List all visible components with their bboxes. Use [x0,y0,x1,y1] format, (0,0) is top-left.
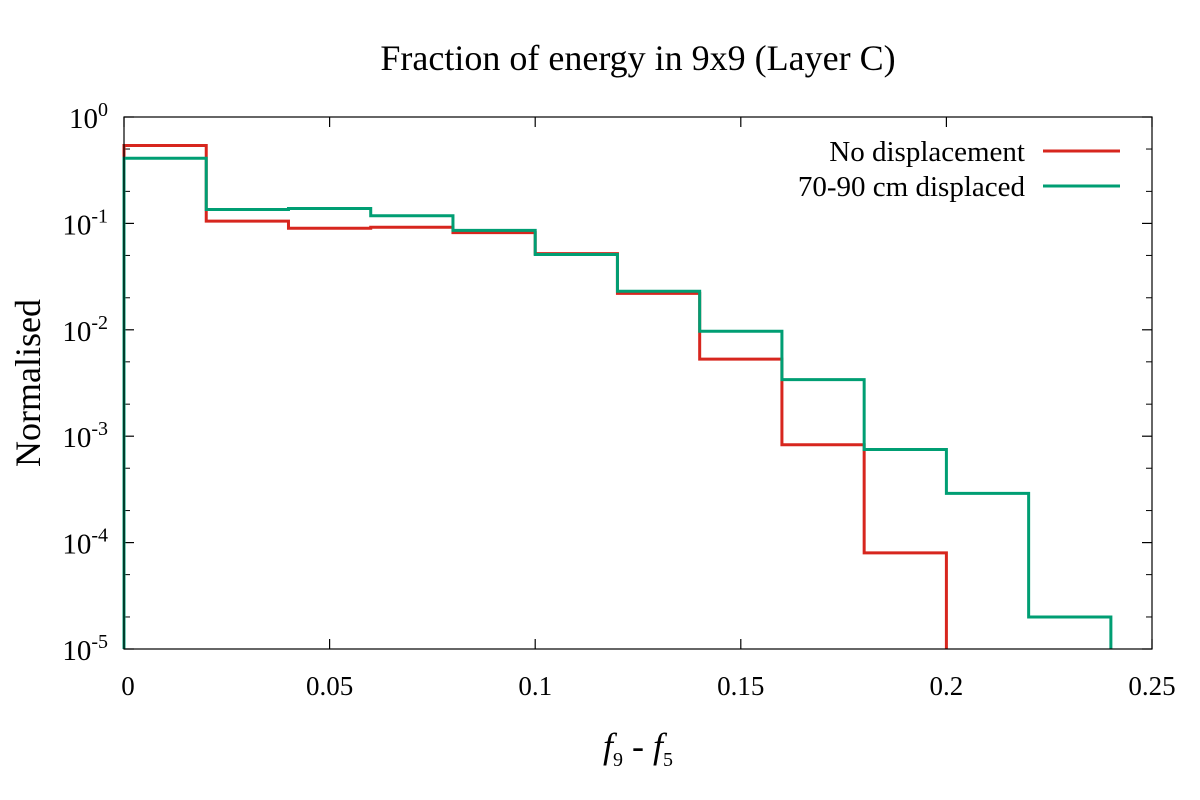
legend-label-0: No displacement [829,136,1025,168]
y-tick-label: 10-1 [62,205,108,241]
y-tick-label: 10-4 [62,525,108,561]
y-axis-label: Normalised [8,299,48,467]
y-tick-base: 10 [69,103,98,135]
y-tick-exp: -5 [91,631,108,653]
y-tick-base: 10 [62,422,91,454]
y-tick-exp: -4 [91,525,108,547]
y-tick-base: 10 [62,316,91,348]
y-tick-label: 100 [69,99,108,135]
y-tick-label: 10-5 [62,631,108,667]
x-label-op: - [623,726,653,766]
series-layer [122,143,1113,649]
plot-frame [123,116,1153,650]
x-tick-label: 0.05 [306,671,353,701]
x-label-sub1: 9 [613,749,623,771]
y-tick-exp: 0 [98,99,108,121]
y-tick-label: 10-2 [62,312,108,348]
y-tick-base: 10 [62,635,91,667]
x-tick-label: 0.15 [717,671,764,701]
y-tick-exp: -1 [91,205,108,227]
x-tick-label: 0 [121,671,135,701]
x-axis-label: f9 - f5 [603,726,673,771]
chart-title: Fraction of energy in 9x9 (Layer C) [380,38,895,78]
x-label-sub2: 5 [663,749,673,771]
x-tick-labels: 0 0.05 0.1 0.15 0.2 0.25 [121,671,1175,701]
y-tick-base: 10 [62,529,91,561]
series-line-1 [122,156,1113,649]
y-tick-exp: -2 [91,312,108,334]
legend-label-1: 70-90 cm displaced [798,171,1026,203]
y-tick-exp: -3 [91,418,108,440]
x-tick-label: 0.1 [518,671,552,701]
x-tick-label: 0.2 [930,671,964,701]
y-tick-base: 10 [62,209,91,241]
y-tick-label: 10-3 [62,418,108,454]
x-tick-label: 0.25 [1128,671,1175,701]
